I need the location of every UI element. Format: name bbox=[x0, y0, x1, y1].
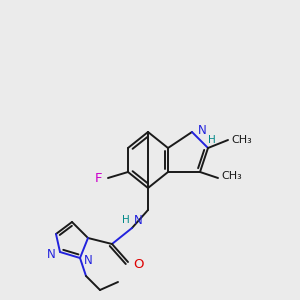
Text: N: N bbox=[46, 248, 56, 260]
Text: H: H bbox=[208, 135, 216, 145]
Text: N: N bbox=[198, 124, 206, 136]
Text: CH₃: CH₃ bbox=[222, 171, 242, 181]
Text: O: O bbox=[133, 257, 143, 271]
Text: H: H bbox=[122, 215, 130, 225]
Text: N: N bbox=[134, 214, 142, 226]
Text: N: N bbox=[84, 254, 92, 266]
Text: CH₃: CH₃ bbox=[232, 135, 252, 145]
Text: F: F bbox=[95, 172, 103, 184]
